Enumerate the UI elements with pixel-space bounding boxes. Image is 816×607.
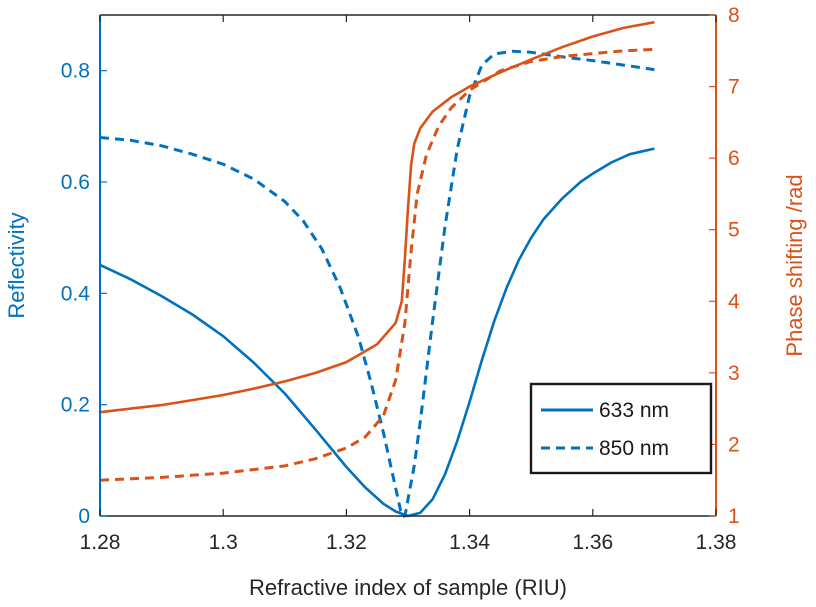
left-y-tick-label: 0.2	[61, 394, 90, 417]
right-y-axis-title: Phase shifting /rad	[782, 174, 807, 356]
left-y-axis-title: Reflectivity	[4, 212, 29, 318]
x-tick-label: 1.34	[449, 531, 490, 554]
right-y-tick-label: 3	[728, 362, 740, 385]
left-y-tick-label: 0.4	[61, 282, 91, 305]
legend-box	[529, 382, 713, 475]
left-y-tick-label: 0.8	[61, 60, 90, 83]
left-y-tick-label: 0.6	[61, 171, 90, 194]
right-y-tick-label: 4	[728, 290, 740, 313]
right-y-tick-label: 5	[728, 219, 740, 242]
right-y-tick-label: 7	[728, 76, 740, 99]
left-y-tick-label: 0	[78, 505, 90, 528]
series-line-left-solid	[99, 147, 655, 518]
right-y-tick-label: 6	[728, 147, 740, 170]
right-y-tick-label: 1	[728, 505, 740, 528]
x-tick-label: 1.3	[209, 531, 238, 554]
legend-label: 633 nm	[599, 399, 669, 422]
right-y-tick-label: 8	[728, 4, 740, 27]
x-tick-label: 1.38	[696, 531, 737, 554]
x-axis-title: Refractive index of sample (RIU)	[249, 575, 567, 600]
legend: 633 nm 850 nm	[529, 382, 713, 475]
x-tick-label: 1.28	[80, 531, 121, 554]
series-line-right-solid	[99, 20, 655, 414]
right-y-tick-label: 2	[728, 433, 740, 456]
legend-label: 850 nm	[599, 437, 669, 460]
series-line-right-dashed	[99, 47, 655, 482]
x-tick-label: 1.36	[572, 531, 613, 554]
series-layer	[99, 20, 655, 518]
axes-layer: 1.28 1.3 1.32 1.34 1.36 1.38 0 0.2 0.4 0.6 0.8 1 2 3 4…	[4, 4, 807, 600]
x-tick-label: 1.32	[326, 531, 367, 554]
